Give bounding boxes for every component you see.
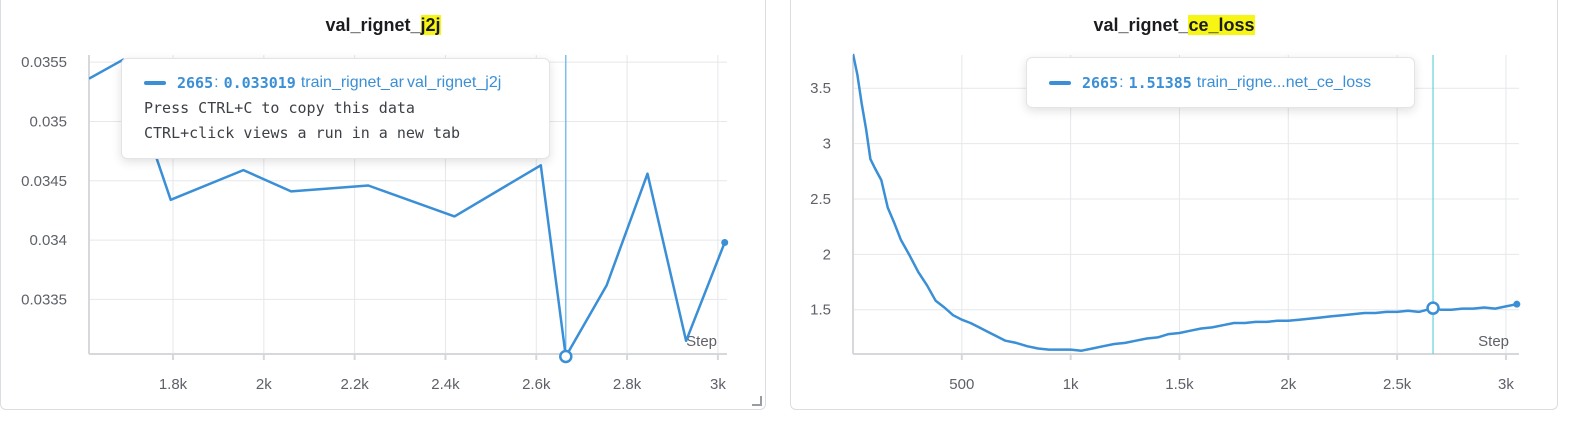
- series-end-point: [1513, 301, 1520, 308]
- series-swatch-icon: [144, 81, 166, 85]
- y-tick-label: 0.0355: [21, 54, 67, 71]
- tooltip-value: 1.51385: [1129, 73, 1192, 93]
- x-tick-label: 1.8k: [159, 376, 188, 393]
- hover-point-marker: [1428, 303, 1439, 314]
- x-tick-label: 2.4k: [431, 376, 460, 393]
- y-tick-label: 2.5: [810, 191, 831, 208]
- hover-tooltip: 2665: 1.51385 train_rigne...net_ce_loss: [1026, 57, 1415, 108]
- tooltip-run-name[interactable]: train_rignet_ar: [301, 73, 404, 93]
- y-tick-label: 2: [823, 246, 831, 263]
- x-tick-label: 500: [949, 376, 974, 393]
- series-swatch-icon: [1049, 81, 1071, 85]
- x-tick-label: 2k: [256, 376, 272, 393]
- x-tick-label: 2.6k: [522, 376, 551, 393]
- y-tick-label: 0.0335: [21, 291, 67, 308]
- x-tick-label: 3k: [710, 376, 726, 393]
- x-tick-label: 1.5k: [1165, 376, 1194, 393]
- tooltip-series-name: val_rignet_j2j: [407, 73, 501, 93]
- hover-point-marker: [560, 351, 571, 362]
- tooltip-step: 2665: [177, 73, 213, 93]
- series-end-point: [721, 239, 728, 246]
- x-tick-label: 2k: [1280, 376, 1296, 393]
- x-tick-label: 2.8k: [613, 376, 642, 393]
- y-tick-label: 0.034: [29, 232, 67, 249]
- x-tick-label: 2.2k: [340, 376, 369, 393]
- hover-tooltip: 2665: 0.033019 train_rignet_ar val_rigne…: [121, 58, 550, 159]
- y-tick-label: 0.035: [29, 113, 67, 130]
- x-axis-label: Step: [1478, 333, 1509, 350]
- x-tick-label: 3k: [1498, 376, 1514, 393]
- tooltip-value: 0.033019: [224, 73, 296, 93]
- x-axis-label: Step: [686, 333, 717, 350]
- tooltip-help-copy: Press CTRL+C to copy this data: [144, 96, 549, 121]
- tooltip-run-name[interactable]: train_rigne...net_ce_loss: [1197, 73, 1371, 93]
- x-tick-label: 2.5k: [1383, 376, 1412, 393]
- tooltip-help-newtab: CTRL+click views a run in a new tab: [144, 121, 549, 146]
- tooltip-step: 2665: [1082, 73, 1118, 93]
- x-tick-label: 1k: [1063, 376, 1079, 393]
- y-tick-label: 3: [823, 136, 831, 153]
- y-tick-label: 3.5: [810, 80, 831, 97]
- y-tick-label: 1.5: [810, 302, 831, 319]
- y-tick-label: 0.0345: [21, 173, 67, 190]
